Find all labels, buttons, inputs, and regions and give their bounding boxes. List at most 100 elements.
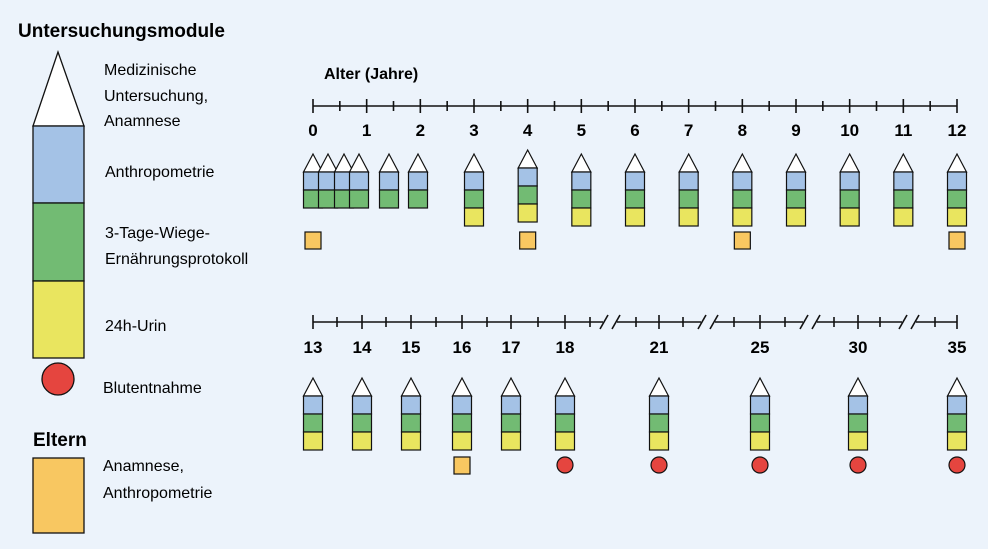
- legend-title: Untersuchungsmodule: [18, 21, 225, 42]
- axis-break-mark: [898, 314, 908, 330]
- anthropo-mark: [500, 395, 522, 415]
- visit-marker: [624, 152, 646, 227]
- anthropo-mark: [351, 395, 373, 415]
- blood-sample-icon: [41, 362, 75, 396]
- tick-label: 30: [849, 338, 868, 357]
- tick-label: 11: [894, 121, 912, 140]
- diet-mark: [893, 189, 914, 209]
- visit-marker: [946, 152, 968, 227]
- urine-mark: [678, 207, 699, 227]
- row1-tick-labels: 0 1 2 3 4 5 6 7 8 9 10 11 12: [308, 121, 966, 140]
- parents-mark: [733, 231, 751, 250]
- row2-tick-marks: [312, 315, 958, 329]
- tick-label: 7: [684, 121, 693, 140]
- tick-label: 16: [453, 338, 472, 357]
- tick-label: 0: [308, 121, 317, 140]
- urine-module-icon: [32, 280, 85, 359]
- urine-mark: [839, 207, 860, 227]
- parents-module-icon: [32, 457, 85, 534]
- visit-marker: [302, 376, 324, 451]
- anthropometry-module-icon: [32, 125, 85, 204]
- urine-mark: [463, 207, 485, 227]
- urine-mark: [946, 431, 968, 451]
- urine-mark: [893, 207, 914, 227]
- urine-mark: [451, 431, 473, 451]
- axis-break-mark: [611, 314, 621, 330]
- axis-break-mark: [709, 314, 719, 330]
- legend-label-medical: Medizinische Untersuchung, Anamnese: [104, 62, 213, 130]
- blood-sample-mark: [751, 456, 769, 474]
- visit-marker: [678, 152, 700, 227]
- anthropo-mark: [378, 171, 400, 191]
- row2-axis: 13 14 15 16 17 18 21 25 30 35: [304, 314, 967, 357]
- blood-sample-mark: [849, 456, 867, 474]
- diet-mark: [648, 413, 670, 433]
- visit-marker: [317, 152, 339, 209]
- anthropo-mark: [348, 171, 370, 191]
- visit-marker: [351, 376, 373, 451]
- tick-label: 13: [304, 338, 323, 357]
- parents-mark: [948, 231, 966, 250]
- urine-mark: [517, 203, 538, 223]
- anthropo-mark: [946, 171, 968, 191]
- anthropo-mark: [678, 171, 699, 191]
- diet-mark: [847, 413, 869, 433]
- anthropo-mark: [946, 395, 968, 415]
- diet-mark: [400, 413, 422, 433]
- urine-mark: [624, 207, 646, 227]
- tick-label: 15: [402, 338, 421, 357]
- visit-marker: [847, 376, 869, 451]
- anthropo-mark: [749, 395, 771, 415]
- blood-sample-mark: [948, 456, 966, 474]
- row1-axis: 0 1 2 3 4 5 6 7 8 9 10 11 12: [308, 99, 966, 140]
- axis-label: Alter (Jahre): [324, 66, 418, 83]
- anthropo-mark: [517, 167, 538, 187]
- urine-mark: [500, 431, 522, 451]
- diet-protocol-module-icon: [32, 202, 85, 282]
- row2-axis-breaks: [599, 314, 920, 330]
- diet-mark: [407, 189, 429, 209]
- tick-label: 3: [469, 121, 478, 140]
- urine-mark: [571, 207, 592, 227]
- parents-mark: [519, 231, 537, 250]
- urine-mark: [400, 431, 422, 451]
- visit-marker: [731, 152, 753, 227]
- diet-mark: [946, 413, 968, 433]
- visit-marker: [749, 376, 771, 451]
- urine-mark: [946, 207, 968, 227]
- axis-break-mark: [799, 314, 809, 330]
- urine-mark: [749, 431, 771, 451]
- tick-label: 35: [948, 338, 967, 357]
- axis-break-mark: [599, 314, 609, 330]
- tick-label: 17: [502, 338, 521, 357]
- parents-title: Eltern: [33, 430, 87, 451]
- urine-mark: [648, 431, 670, 451]
- visit-marker: [554, 376, 576, 451]
- visit-marker: [785, 152, 807, 227]
- row2-visits: [302, 376, 968, 475]
- visit-marker: [302, 152, 324, 209]
- diet-mark: [378, 189, 400, 209]
- blood-sample-mark: [650, 456, 668, 474]
- visit-marker: [451, 376, 473, 451]
- urine-mark: [351, 431, 373, 451]
- diet-mark: [785, 189, 807, 209]
- urine-mark: [302, 431, 324, 451]
- tick-label: 8: [738, 121, 747, 140]
- urine-mark: [785, 207, 807, 227]
- anthropo-mark: [463, 171, 485, 191]
- diet-mark: [463, 189, 485, 209]
- anthropo-mark: [648, 395, 670, 415]
- visit-marker: [570, 152, 592, 227]
- anthropo-mark: [400, 395, 422, 415]
- blood-sample-mark: [556, 456, 574, 474]
- anthropo-mark: [407, 171, 429, 191]
- anthropo-mark: [732, 171, 753, 191]
- parents-mark: [304, 231, 322, 250]
- diet-mark: [348, 189, 370, 209]
- diet-mark: [946, 189, 968, 209]
- tick-label: 12: [948, 121, 967, 140]
- legend-label-anthropometry: Anthropometrie: [105, 164, 214, 181]
